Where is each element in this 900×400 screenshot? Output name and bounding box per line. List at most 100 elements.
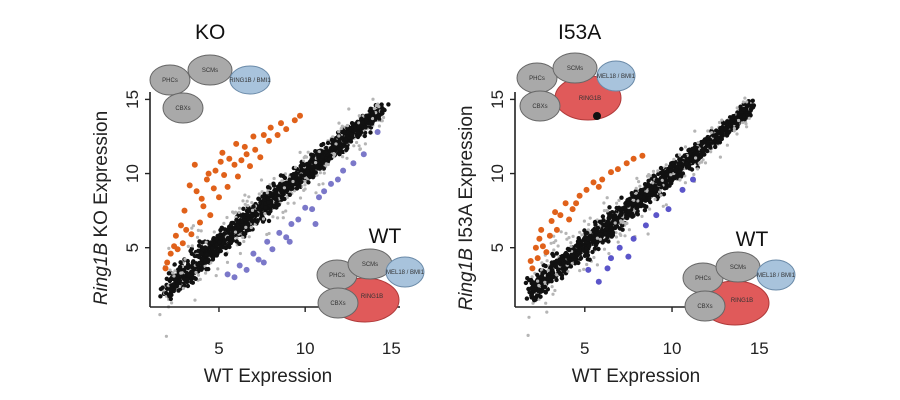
ko-down-point	[309, 206, 316, 213]
ko-unchanged-point	[158, 313, 162, 317]
ko-down-point	[340, 167, 347, 174]
i53a-unchanged-point	[629, 213, 634, 218]
ko-y-tick-label: 15	[123, 90, 142, 109]
ko-up-point	[297, 112, 303, 119]
i53a-subunit-label: PHCs	[529, 76, 545, 82]
ko-unchanged-point	[290, 174, 296, 179]
i53a-unchanged-point	[699, 141, 705, 146]
ko-unchanged-point	[292, 201, 296, 205]
i53a-unchanged-point	[670, 160, 675, 166]
i53a-subunit-label: SCMs	[567, 66, 583, 72]
ko-unchanged-point	[330, 139, 336, 144]
ko-unchanged-point	[239, 219, 244, 224]
i53a-unchanged-point	[614, 231, 618, 235]
i53a-unchanged-point	[526, 333, 530, 337]
ko-unchanged-point	[314, 164, 319, 169]
ko-unchanged-point	[173, 269, 177, 273]
i53a-unchanged-point	[530, 286, 535, 291]
ko-unchanged-point	[309, 164, 315, 169]
i53a-x-axis-label: WT Expression	[572, 366, 700, 387]
i53a-unchanged-point	[676, 161, 682, 166]
i53a-unchanged-point	[551, 292, 555, 296]
ko-unchanged-point	[195, 262, 200, 267]
ko-up-point	[252, 146, 259, 153]
ko-unchanged-point	[362, 133, 367, 139]
i53a-up-point	[557, 212, 564, 219]
i53a-unchanged-point	[623, 215, 629, 220]
i53a-unchanged-point	[648, 207, 652, 211]
ko-unchanged-point	[210, 257, 216, 262]
i53a-up-point	[639, 152, 646, 159]
ko-unchanged-point	[199, 267, 204, 272]
i53a-unchanged-point	[740, 120, 744, 124]
i53a-unchanged-point	[535, 272, 540, 278]
i53a-unchanged-point	[679, 166, 684, 171]
i53a-unchanged-point	[747, 116, 751, 120]
i53a-up-point	[552, 209, 559, 216]
i53a-unchanged-point	[539, 274, 545, 279]
i53a-unchanged-point	[602, 247, 607, 251]
i53a-unchanged-point	[724, 133, 730, 138]
ko-scatter-panel: KO PHCs SCMs CBXs RING1B / BMI1 5 10 15 5 10…	[91, 21, 425, 387]
ko-down-point	[302, 204, 309, 211]
ko-unchanged-point	[171, 271, 175, 275]
i53a-unchanged-point	[592, 246, 598, 251]
i53a-unchanged-point	[588, 216, 592, 220]
ko-unchanged-point	[299, 179, 304, 185]
i53a-unchanged-point	[682, 153, 687, 159]
i53a-unchanged-point	[530, 275, 534, 279]
i53a-unchanged-point	[552, 234, 556, 238]
ko-unchanged-point	[276, 216, 280, 220]
ko-unchanged-point	[257, 192, 261, 196]
ko-unchanged-point	[249, 225, 253, 230]
ko-unchanged-point	[196, 273, 201, 277]
i53a-down-point	[665, 206, 672, 213]
i53a-subunit-label: RING1B	[579, 96, 601, 102]
ko-up-point	[167, 250, 174, 257]
i53a-unchanged-point	[600, 214, 606, 219]
i53a-unchanged-point	[606, 233, 611, 238]
ko-unchanged-point	[370, 111, 375, 116]
ko-unchanged-point	[189, 279, 194, 285]
i53a-unchanged-point	[617, 198, 621, 202]
i53a-unchanged-point	[578, 255, 584, 261]
ko-down-point	[264, 238, 271, 245]
ko-unchanged-point	[352, 144, 356, 148]
i53a-unchanged-point	[552, 240, 556, 245]
ko-unchanged-point	[172, 274, 176, 278]
ko-unchanged-point	[366, 121, 371, 126]
ko-unchanged-point	[234, 239, 239, 244]
ko-unchanged-point	[185, 276, 190, 282]
ko-unchanged-point	[281, 210, 285, 214]
i53a-unchanged-point	[691, 147, 696, 152]
i53a-unchanged-point	[727, 129, 732, 134]
ko-unchanged-point	[177, 278, 183, 283]
i53a-up-point	[538, 226, 545, 233]
i53a-unchanged-point	[651, 181, 655, 185]
i53a-unchanged-point	[541, 270, 546, 275]
ko-unchanged-point	[203, 258, 208, 263]
ko-unchanged-point	[298, 150, 302, 154]
i53a-unchanged-point	[582, 267, 586, 271]
i53a-unchanged-point	[727, 119, 733, 124]
ko-unchanged-point	[259, 178, 264, 182]
ko-unchanged-point	[261, 197, 267, 203]
ko-up-point	[234, 173, 241, 180]
ko-down-point	[295, 216, 302, 223]
i53a-unchanged-point	[696, 141, 700, 145]
ko-panel-title: KO	[195, 21, 225, 44]
i53a-unchanged-point	[634, 186, 638, 190]
i53a-unchanged-point	[598, 237, 602, 241]
i53a-unchanged-point	[648, 174, 652, 178]
i53a-unchanged-point	[658, 165, 664, 171]
ko-unchanged-point	[288, 186, 294, 191]
i53a-unchanged-point	[549, 260, 555, 265]
ko-up-point	[217, 158, 224, 165]
ko-unchanged-point	[228, 240, 234, 246]
ko-unchanged-point	[372, 107, 376, 111]
i53a-axis-ticks: 5 10 15 5 10 15	[488, 90, 769, 358]
ko-unchanged-point	[284, 180, 289, 186]
ko-unchanged-point	[178, 260, 183, 265]
ko-unchanged-point	[225, 235, 231, 241]
